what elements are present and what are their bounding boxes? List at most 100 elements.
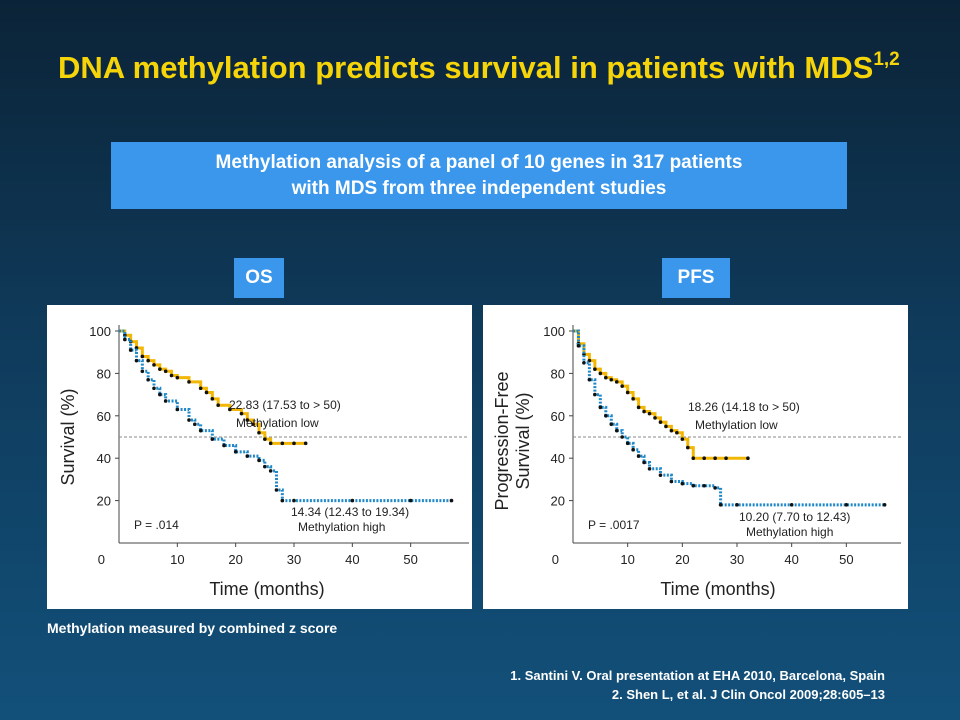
high-censor-mark bbox=[128, 348, 133, 352]
title-superscript: 1,2 bbox=[873, 49, 900, 70]
low-censor-mark bbox=[620, 384, 624, 388]
high-censor-mark bbox=[844, 503, 849, 507]
low-censor-mark bbox=[609, 377, 614, 382]
low-censor-mark bbox=[169, 373, 174, 378]
low-censor-mark bbox=[198, 386, 203, 391]
low-censor-mark bbox=[163, 369, 168, 374]
x-tick-label: 30 bbox=[287, 552, 301, 567]
low-censor-mark bbox=[263, 437, 267, 441]
low-censor-mark bbox=[642, 409, 646, 414]
y-axis-title: Survival (%) bbox=[58, 388, 78, 485]
p-value: P = .0017 bbox=[588, 518, 640, 532]
x-tick-label: 10 bbox=[620, 552, 634, 567]
banner-line-2: with MDS from three independent studies bbox=[291, 178, 667, 199]
high-median-label: 14.34 (12.43 to 19.34) bbox=[291, 505, 409, 519]
methylation-high-curve bbox=[119, 329, 452, 503]
high-series-name: Methylation high bbox=[298, 520, 385, 534]
high-censor-mark bbox=[233, 450, 238, 454]
high-censor-mark bbox=[680, 481, 685, 486]
high-censor-mark bbox=[587, 377, 592, 382]
low-censor-mark bbox=[686, 445, 690, 450]
low-censor-mark bbox=[713, 456, 717, 460]
methylation-low-curve bbox=[573, 329, 748, 460]
y-tick-label: 60 bbox=[97, 409, 111, 424]
low-censor-mark bbox=[228, 407, 232, 412]
low-censor-mark bbox=[175, 375, 180, 380]
origin-label: 0 bbox=[552, 552, 559, 567]
high-censor-mark bbox=[274, 488, 279, 492]
y-tick-label: 20 bbox=[551, 494, 565, 509]
low-censor-mark bbox=[292, 441, 296, 446]
high-censor-mark bbox=[642, 460, 646, 465]
x-tick-label: 20 bbox=[228, 552, 242, 567]
low-censor-mark bbox=[614, 380, 619, 384]
high-censor-mark bbox=[718, 503, 723, 507]
high-censor-mark bbox=[245, 454, 250, 458]
high-censor-mark bbox=[222, 443, 226, 448]
low-censor-mark bbox=[604, 375, 608, 380]
reference-2: 2. Shen L, et al. J Clin Oncol 2009;28:6… bbox=[611, 687, 885, 702]
high-censor-mark bbox=[146, 377, 150, 382]
high-censor-mark bbox=[210, 437, 215, 441]
y-tick-label: 60 bbox=[551, 409, 565, 424]
low-censor-mark bbox=[146, 358, 150, 363]
high-series-name: Methylation high bbox=[746, 525, 833, 539]
x-tick-label: 50 bbox=[839, 552, 853, 567]
low-median-label: 18.26 (14.18 to > 50) bbox=[688, 400, 800, 414]
low-censor-mark bbox=[631, 397, 635, 401]
pfs-chart: 20 40 60 80 100 0 10 20 30 40 50 18.26 (14.18 to > … bbox=[492, 324, 901, 599]
p-value: P = .014 bbox=[134, 518, 179, 532]
low-censor-mark bbox=[675, 430, 679, 435]
high-censor-mark bbox=[175, 407, 180, 412]
methylation-note: Methylation measured by combined z score bbox=[47, 620, 338, 636]
high-censor-mark bbox=[134, 358, 139, 363]
high-median-label: 10.20 (7.70 to 12.43) bbox=[739, 510, 850, 524]
low-censor-mark bbox=[268, 441, 273, 446]
os-chart-panel: 20 40 60 80 100 0 10 20 30 40 50 22.83 (17.53 to > … bbox=[47, 305, 472, 609]
high-censor-mark bbox=[408, 498, 413, 503]
low-series-name: Methylation low bbox=[695, 418, 778, 432]
high-censor-mark bbox=[449, 498, 454, 503]
x-axis-title: Time (months) bbox=[209, 579, 324, 599]
high-censor-mark bbox=[604, 414, 608, 418]
y-axis-title-line-1: Progression-Free bbox=[492, 371, 512, 510]
high-censor-mark bbox=[669, 479, 674, 484]
x-tick-label: 40 bbox=[784, 552, 798, 567]
high-censor-mark bbox=[198, 428, 203, 433]
x-tick-label: 50 bbox=[403, 552, 417, 567]
high-censor-mark bbox=[625, 441, 630, 446]
low-censor-mark bbox=[746, 456, 750, 460]
high-censor-mark bbox=[658, 473, 663, 477]
low-censor-mark bbox=[691, 456, 696, 460]
low-censor-mark bbox=[724, 456, 728, 460]
low-censor-mark bbox=[593, 367, 597, 371]
reference-1: 1. Santini V. Oral presentation at EHA 2… bbox=[510, 668, 885, 683]
high-censor-mark bbox=[614, 428, 619, 433]
high-censor-mark bbox=[350, 498, 355, 503]
low-censor-mark bbox=[204, 390, 209, 395]
os-label: OS bbox=[234, 258, 284, 298]
low-censor-mark bbox=[647, 411, 652, 416]
high-censor-mark bbox=[268, 469, 273, 473]
x-tick-label: 20 bbox=[675, 552, 689, 567]
slide-title-text: DNA methylation predicts survival in pat… bbox=[58, 50, 874, 85]
x-tick-label: 10 bbox=[170, 552, 184, 567]
low-censor-mark bbox=[251, 422, 255, 427]
high-censor-mark bbox=[263, 464, 267, 469]
high-censor-mark bbox=[152, 386, 156, 391]
high-censor-mark bbox=[713, 486, 717, 490]
methylation-high-curve bbox=[573, 329, 885, 507]
high-censor-mark bbox=[702, 483, 706, 488]
high-censor-mark bbox=[292, 498, 296, 503]
low-censor-mark bbox=[245, 418, 250, 422]
low-censor-mark bbox=[257, 430, 261, 435]
slide-title: DNA methylation predicts survival in pat… bbox=[58, 40, 918, 88]
y-tick-label: 100 bbox=[89, 324, 111, 339]
high-censor-mark bbox=[620, 435, 624, 439]
origin-label: 0 bbox=[98, 552, 105, 567]
banner-line-1: Methylation analysis of a panel of 10 ge… bbox=[215, 152, 743, 173]
low-censor-mark bbox=[303, 441, 308, 446]
high-censor-mark bbox=[636, 454, 641, 458]
low-censor-mark bbox=[598, 371, 603, 376]
y-tick-label: 40 bbox=[551, 451, 565, 466]
